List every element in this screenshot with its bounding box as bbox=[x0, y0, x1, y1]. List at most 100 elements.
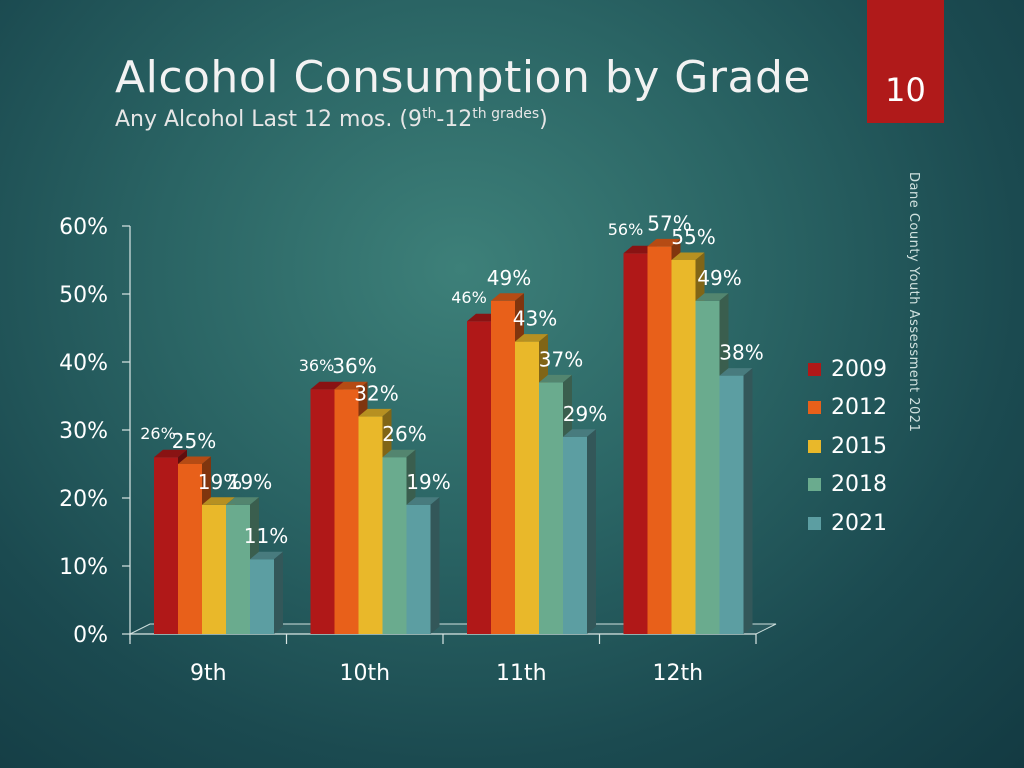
bar-2015-12th bbox=[671, 260, 696, 634]
legend-item: 2009 bbox=[808, 350, 887, 389]
bar-top-2015-9th bbox=[202, 497, 235, 505]
legend-label: 2018 bbox=[831, 472, 887, 498]
bar-top-2015-12th bbox=[671, 252, 705, 260]
bar-top-2015-11th bbox=[515, 334, 548, 342]
bar-2012-9th bbox=[178, 464, 202, 634]
bar-2012-12th bbox=[647, 246, 672, 634]
data-label: 32% bbox=[354, 381, 398, 405]
bar-side-2021-9th bbox=[274, 551, 283, 634]
bar-top-2015-10th bbox=[358, 408, 392, 417]
bar-top-2012-10th bbox=[334, 381, 368, 390]
bar-top-2018-12th bbox=[695, 293, 729, 301]
bar-2021-10th bbox=[406, 504, 431, 634]
bar-top-2021-11th bbox=[563, 429, 596, 437]
page-title: Alcohol Consumption by Grade bbox=[115, 52, 811, 103]
slide-number: 10 bbox=[885, 71, 926, 109]
y-tick-label: 60% bbox=[59, 215, 108, 240]
bar-top-2018-10th bbox=[382, 449, 416, 458]
bar-side-2021-10th bbox=[430, 497, 440, 634]
data-label: 57% bbox=[647, 211, 691, 235]
bar-2015-9th bbox=[202, 504, 226, 634]
data-label: 49% bbox=[697, 266, 741, 290]
data-label: 25% bbox=[172, 429, 216, 453]
bar-top-2021-12th bbox=[719, 368, 753, 376]
x-tick-label: 9th bbox=[190, 661, 227, 686]
legend-label: 2021 bbox=[831, 510, 887, 536]
bar-2012-11th bbox=[491, 300, 515, 634]
legend-label: 2015 bbox=[831, 433, 887, 459]
bar-top-2012-12th bbox=[647, 238, 681, 247]
chart-legend: 2009 2012 2015 2018 2021 bbox=[808, 350, 887, 543]
bar-side-2021-12th bbox=[743, 368, 753, 634]
data-label: 37% bbox=[539, 347, 583, 371]
subtitle-sup-1: th bbox=[421, 106, 437, 122]
data-label: 36% bbox=[332, 354, 376, 378]
legend-swatch bbox=[808, 516, 821, 530]
bar-top-2021-9th bbox=[250, 551, 283, 560]
bar-2009-10th bbox=[310, 389, 335, 634]
bar-2018-12th bbox=[695, 300, 720, 634]
bar-2021-11th bbox=[563, 436, 587, 634]
data-label: 36% bbox=[299, 356, 335, 375]
bar-2018-11th bbox=[539, 382, 563, 634]
subtitle-part-2: -12 bbox=[436, 107, 473, 132]
data-label: 49% bbox=[487, 266, 531, 290]
data-label: 26% bbox=[382, 422, 426, 446]
legend-swatch bbox=[808, 478, 821, 492]
data-label: 46% bbox=[451, 288, 487, 307]
bar-2009-9th bbox=[154, 457, 178, 634]
x-tick-label: 10th bbox=[339, 661, 390, 686]
bar-top-2009-10th bbox=[310, 381, 344, 390]
subtitle-sup-3: grades bbox=[486, 106, 540, 122]
legend-item: 2012 bbox=[808, 389, 887, 428]
bar-side-2021-11th bbox=[587, 429, 596, 634]
x-tick-label: 12th bbox=[652, 661, 703, 686]
subtitle-part-3: ) bbox=[539, 107, 548, 132]
y-tick-label: 20% bbox=[59, 487, 108, 512]
bar-top-2018-9th bbox=[226, 497, 259, 505]
bar-top-2012-11th bbox=[491, 293, 524, 301]
legend-item: 2018 bbox=[808, 466, 887, 505]
y-tick-label: 30% bbox=[59, 419, 108, 444]
bar-top-2009-9th bbox=[154, 449, 187, 458]
page-subtitle: Any Alcohol Last 12 mos. (9th-12th grade… bbox=[115, 106, 548, 132]
bar-2021-12th bbox=[719, 375, 744, 634]
subtitle-sup-2: th bbox=[472, 106, 487, 122]
data-label: 43% bbox=[513, 307, 557, 331]
bar-top-2012-9th bbox=[178, 456, 211, 464]
slide-number-box: 10 bbox=[867, 0, 944, 123]
legend-swatch bbox=[808, 401, 821, 415]
legend-item: 2021 bbox=[808, 504, 887, 543]
legend-swatch bbox=[808, 439, 821, 453]
bar-2012-10th bbox=[334, 389, 359, 634]
bar-top-2018-11th bbox=[539, 374, 572, 383]
data-label: 38% bbox=[719, 341, 763, 365]
legend-swatch bbox=[808, 362, 821, 376]
bar-2018-9th bbox=[226, 504, 250, 634]
data-label: 11% bbox=[244, 524, 288, 548]
side-caption: Dane County Youth Assessment 2021 bbox=[906, 172, 921, 433]
data-label: 19% bbox=[228, 470, 272, 494]
bar-2009-12th bbox=[623, 253, 648, 634]
bar-top-2021-10th bbox=[406, 497, 440, 505]
legend-label: 2009 bbox=[831, 356, 887, 382]
y-tick-label: 50% bbox=[59, 283, 108, 308]
legend-item: 2015 bbox=[808, 427, 887, 466]
data-label: 26% bbox=[140, 424, 176, 443]
y-tick-label: 0% bbox=[73, 623, 108, 648]
y-tick-label: 40% bbox=[59, 351, 108, 376]
subtitle-part-1: Any Alcohol Last 12 mos. (9 bbox=[115, 107, 422, 132]
bar-2009-11th bbox=[467, 321, 491, 634]
bar-2015-11th bbox=[515, 341, 539, 634]
data-label: 55% bbox=[671, 225, 715, 249]
data-label: 56% bbox=[608, 220, 644, 239]
data-label: 19% bbox=[406, 470, 450, 494]
legend-label: 2012 bbox=[831, 395, 887, 421]
bar-2018-10th bbox=[382, 457, 407, 634]
data-label: 19% bbox=[198, 470, 242, 494]
y-tick-label: 10% bbox=[59, 555, 108, 580]
bar-2021-9th bbox=[250, 559, 274, 634]
x-tick-label: 11th bbox=[496, 661, 547, 686]
data-label: 29% bbox=[563, 402, 607, 426]
